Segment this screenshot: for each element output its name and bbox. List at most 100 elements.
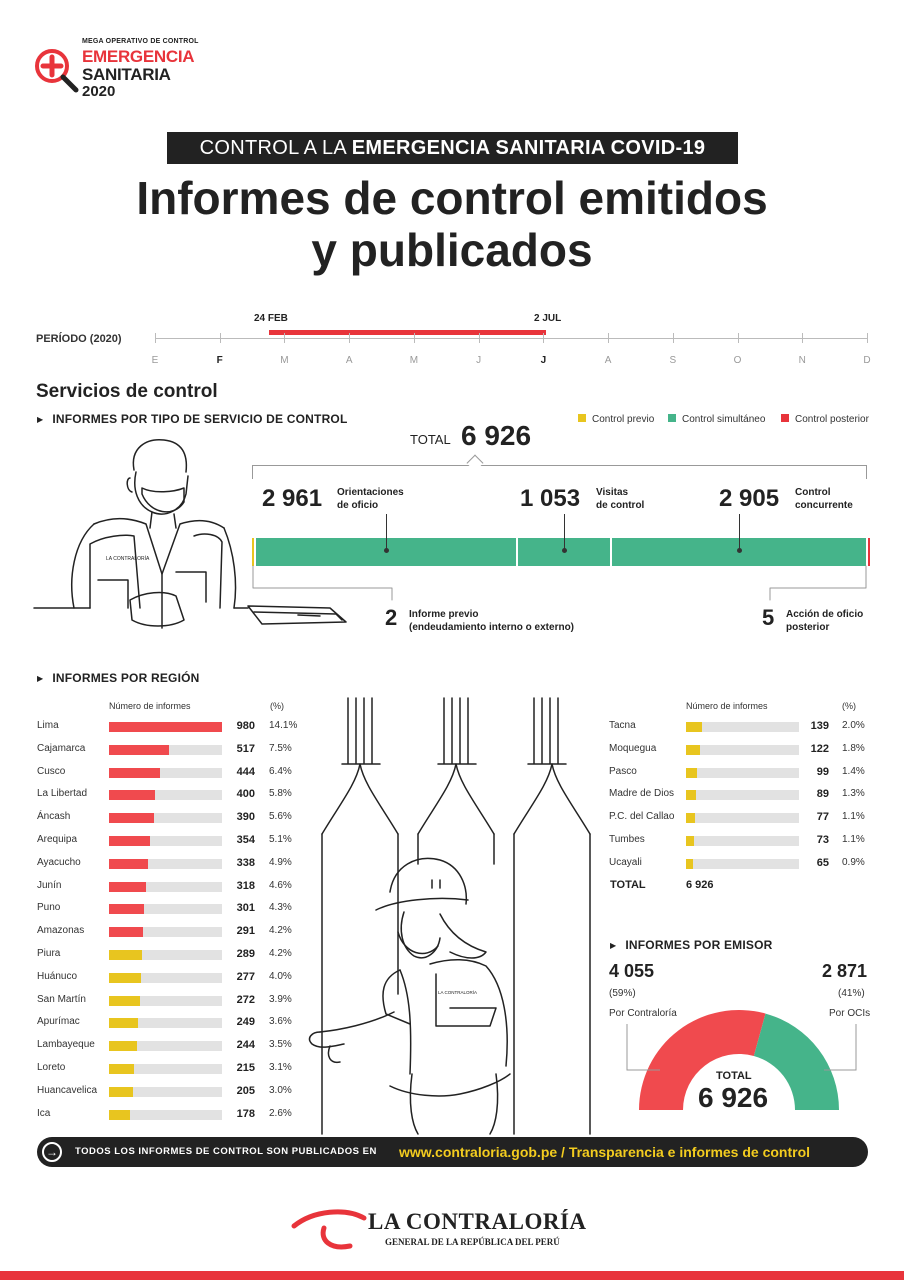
region-name: Lima: [37, 720, 59, 731]
region-value: 89: [816, 788, 829, 801]
region-bar: [109, 881, 146, 892]
timeline-month: O: [733, 355, 742, 366]
region-name: Tacna: [609, 720, 636, 731]
region-bar-track: [109, 1041, 222, 1052]
svc-visitas-value: 1 053: [520, 485, 581, 512]
svc-label-line: de oficio: [337, 500, 379, 511]
region-name: Áncash: [37, 811, 71, 823]
timeline-tick: [802, 333, 804, 343]
region-bar-track: [686, 836, 799, 846]
services-total-label: TOTAL: [410, 432, 451, 447]
region-bar-track: [109, 1086, 222, 1097]
timeline-start-date: 24 FEB: [254, 313, 288, 324]
region-bar: [686, 858, 694, 869]
seg-pin-dot: [737, 548, 743, 553]
legend-swatch: [781, 414, 789, 423]
region-bar: [109, 972, 141, 983]
emisor-total-label: TOTAL: [716, 1070, 752, 1082]
region-name: Junín: [37, 879, 62, 891]
region-bar-track: [109, 813, 222, 824]
svc-label-line: Visitas: [596, 487, 629, 498]
inspector-man-illustration: LA CONTRALORÍA: [33, 439, 347, 629]
timeline-month: A: [604, 355, 612, 366]
institution-subtitle: GENERAL DE LA REPÚBLICA DEL PERÚ: [385, 1237, 560, 1247]
footer-link[interactable]: www.contraloria.gob.pe / Transparencia e…: [399, 1144, 811, 1160]
emisor-total-value: 6 926: [698, 1082, 769, 1113]
emisor-head: INFORMES POR EMISOR: [610, 938, 773, 952]
region-name: Huánuco: [37, 970, 78, 982]
regions-col-num: Número de informes: [109, 701, 191, 711]
region-value: 338: [236, 856, 255, 869]
region-name: Lambayeque: [37, 1039, 95, 1051]
services-total-value: 6 926: [461, 420, 532, 451]
region-bar-track: [109, 1109, 222, 1120]
bottom-stripe: [0, 1271, 904, 1280]
timeline-tick: [672, 333, 674, 343]
region-row: Huánuco 277 4.0%: [37, 970, 307, 984]
regions-total-value: 6 926: [686, 879, 714, 891]
region-row: Tacna 139 2.0%: [609, 719, 869, 733]
magnifier-cross-icon: [35, 49, 79, 93]
region-bar: [109, 858, 148, 869]
gauge-leader-right: [824, 1024, 857, 1071]
svc-previo-value: 2: [385, 605, 398, 630]
campaign-logo: MEGA OPERATIVO DE CONTROL EMERGENCIA SAN…: [34, 38, 214, 100]
region-bar: [109, 1041, 138, 1052]
logo-line2: SANITARIA: [82, 65, 171, 84]
region-pct: 14.1%: [269, 720, 298, 731]
region-bar: [109, 722, 222, 732]
region-bar: [686, 722, 703, 732]
region-bar-track: [109, 836, 222, 846]
institution-logo: LA CONTRALORÍA GENERAL DE LA REPÚBLICA D…: [290, 1206, 610, 1254]
region-bar: [686, 767, 698, 778]
emisor-ocis-label: Por OCIs: [829, 1008, 871, 1019]
region-value: 301: [236, 902, 255, 915]
timeline-range: [269, 330, 547, 335]
timeline-month: E: [151, 355, 159, 366]
page-title: Informes de control emitidos y publicado…: [40, 172, 864, 276]
region-bar: [109, 744, 169, 755]
region-value: 244: [236, 1039, 255, 1052]
region-row: Tumbes 73 1.1%: [609, 833, 869, 847]
region-value: 249: [236, 1016, 255, 1029]
region-pct: 1.1%: [842, 834, 865, 845]
region-pct: 4.6%: [269, 879, 292, 891]
region-value: 215: [236, 1062, 255, 1074]
region-bar: [686, 744, 701, 755]
region-row: Ucayali 65 0.9%: [609, 856, 869, 870]
region-row: Ayacucho 338 4.9%: [37, 856, 307, 870]
region-bar: [109, 1018, 138, 1029]
seg-pin-dot: [383, 548, 389, 553]
region-value: 122: [810, 742, 829, 755]
region-name: Piura: [37, 948, 61, 959]
emisor-ocis-value: 2 871: [822, 961, 868, 981]
legend-swatch: [668, 414, 676, 423]
legend-label: Control simultáneo: [682, 414, 766, 425]
timeline-tick: [155, 333, 156, 343]
region-name: San Martín: [37, 993, 86, 1005]
timeline-end-date: 2 JUL: [534, 313, 562, 324]
region-value: 444: [236, 765, 255, 778]
region-pct: 5.8%: [269, 788, 292, 800]
timeline-tick: [413, 333, 415, 343]
region-value: 289: [236, 948, 255, 960]
region-bar-track: [686, 722, 799, 732]
institution-name: LA CONTRALORÍA: [368, 1209, 587, 1234]
region-bar-track: [686, 790, 799, 801]
region-bar: [686, 813, 695, 824]
svc-label-line: Informe previo: [409, 609, 479, 620]
svc-label-line: Orientaciones: [337, 487, 404, 498]
region-name: Moquegua: [609, 742, 657, 754]
svc-orientaciones-value: 2 961: [262, 485, 323, 512]
region-value: 178: [236, 1107, 255, 1120]
svc-label-line: Control: [795, 487, 831, 498]
logo-line1: EMERGENCIA: [82, 47, 195, 66]
region-bar: [109, 767, 161, 778]
region-row: Ica 178 2.6%: [37, 1107, 307, 1121]
region-pct: 4.3%: [269, 902, 292, 914]
gauge-leader-left: [626, 1024, 660, 1071]
region-row: Moquegua 122 1.8%: [609, 742, 869, 756]
timeline-tick: [737, 333, 739, 343]
period-label: PERÍODO (2020): [36, 333, 122, 345]
